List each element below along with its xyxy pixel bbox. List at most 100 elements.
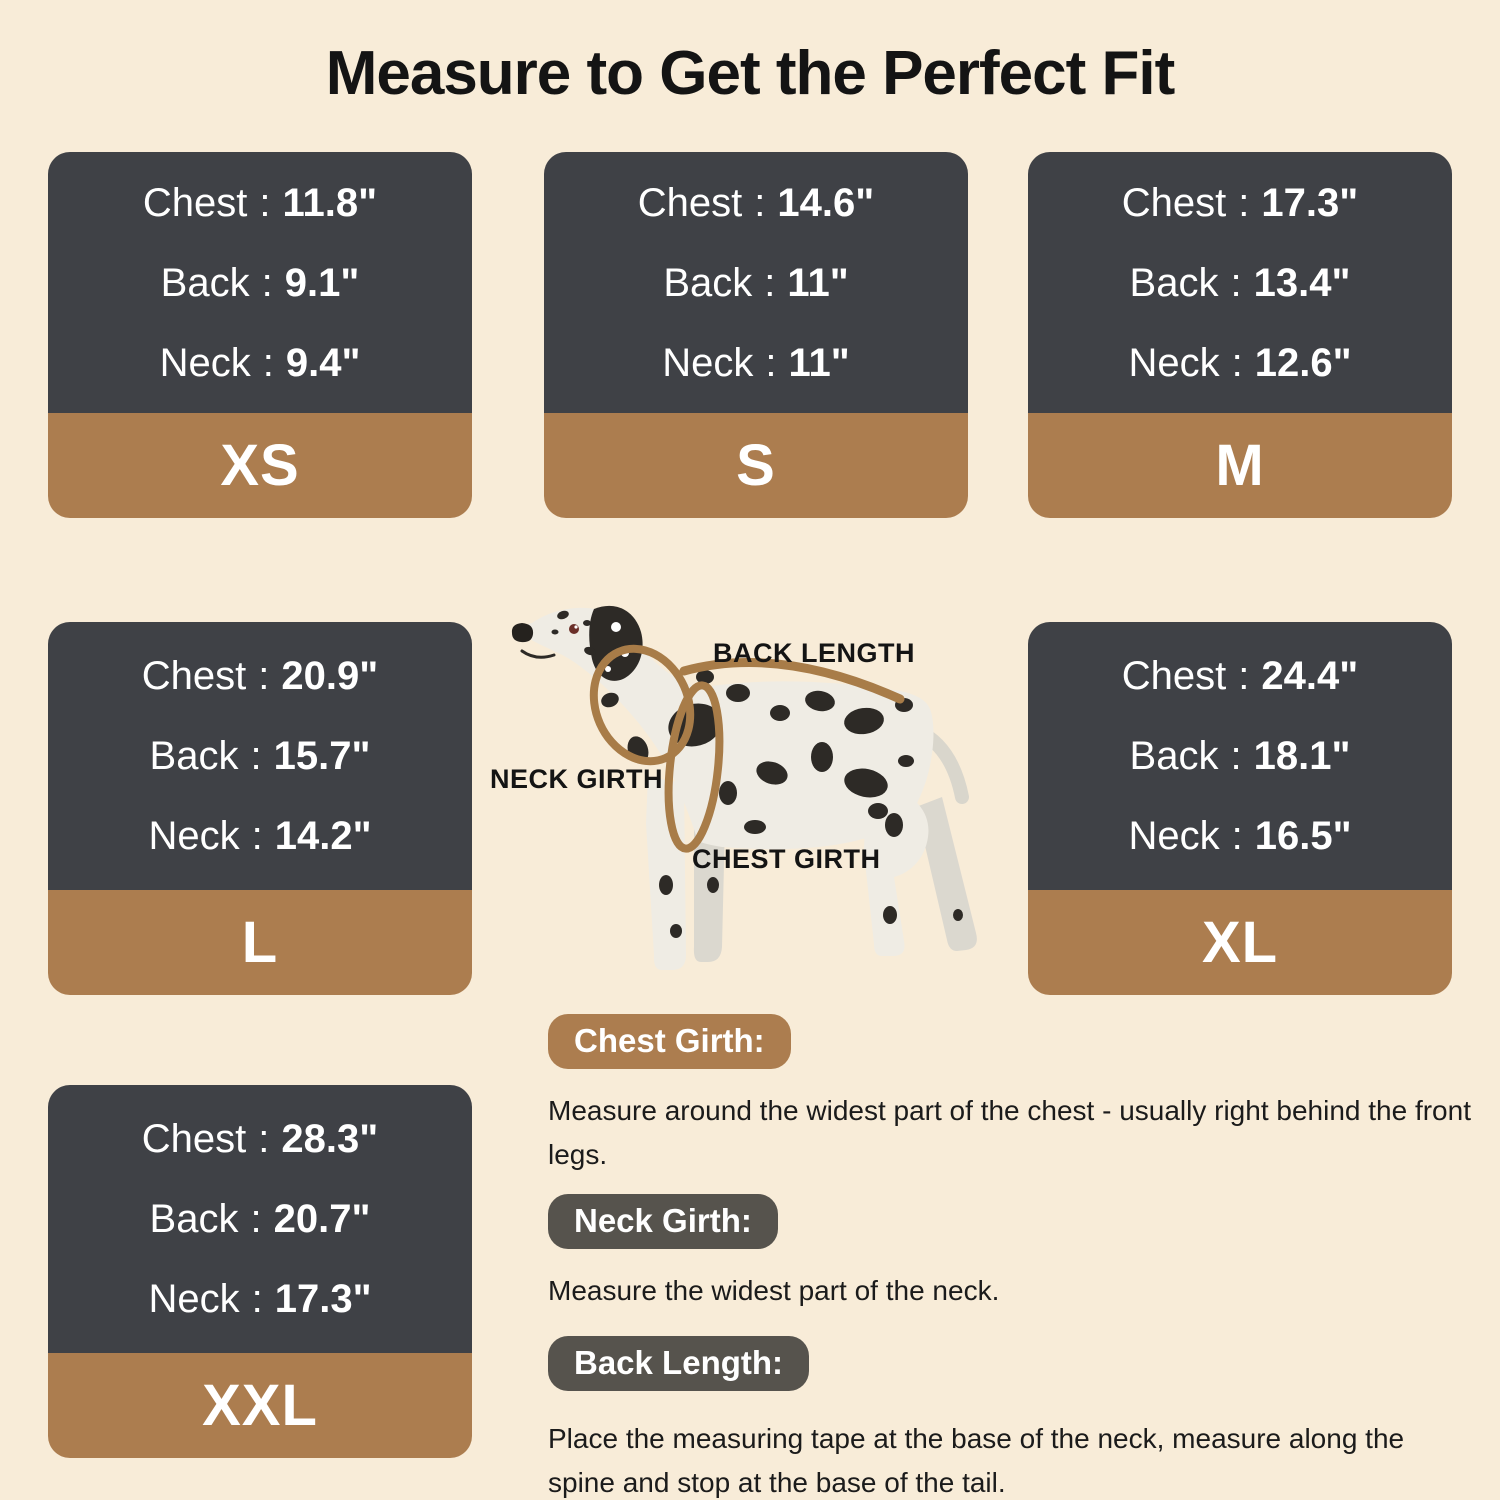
neck-value: 16.5" [1254, 814, 1352, 858]
page-title: Measure to Get the Perfect Fit [325, 39, 1176, 108]
chest-value: 17.3" [1261, 180, 1359, 225]
section-neck-girth: Neck Girth: Measure the widest part of t… [548, 1194, 1478, 1313]
neck-measurement: Neck:16.5" [1028, 816, 1452, 856]
colon: : [250, 734, 262, 778]
neck-measurement: Neck:11" [544, 343, 968, 383]
size-specs: Chest:20.9" Back:15.7" Neck:14.2" [48, 622, 472, 890]
chest-label: Chest [1121, 180, 1227, 225]
size-card-l: Chest:20.9" Back:15.7" Neck:14.2" L [48, 622, 472, 995]
colon: : [765, 340, 777, 385]
chest-label: Chest [142, 180, 248, 225]
neck-value: 14.2" [274, 814, 372, 858]
chest-measurement: Chest:24.4" [1028, 656, 1452, 696]
colon: : [754, 180, 766, 225]
chest-value: 20.9" [281, 654, 379, 698]
measuring-tape [589, 644, 905, 853]
chest-girth-tape [664, 681, 724, 853]
colon: : [261, 260, 273, 305]
neck-label: Neck [662, 340, 754, 385]
back-value: 9.1" [284, 260, 360, 305]
back-measurement: Back:9.1" [48, 263, 472, 303]
dog-far-rear-leg [916, 797, 977, 951]
chest-value: 28.3" [281, 1117, 379, 1161]
back-measurement: Back:11" [544, 263, 968, 303]
dog-near-rear-leg [864, 781, 929, 956]
chest-girth-description: Measure around the widest part of the ch… [548, 1095, 1471, 1171]
neck-measurement: Neck:9.4" [48, 343, 472, 383]
size-card-xxl: Chest:28.3" Back:20.7" Neck:17.3" XXL [48, 1085, 472, 1458]
back-value: 13.4" [1253, 260, 1351, 305]
size-tag-xxl: XXL [48, 1353, 472, 1458]
neck-label: Neck [1128, 814, 1220, 858]
chest-measurement: Chest:28.3" [48, 1119, 472, 1159]
colon: : [262, 340, 274, 385]
dog-eye [569, 624, 579, 634]
size-specs: Chest:17.3" Back:13.4" Neck:12.6" [1028, 152, 1452, 413]
section-chest-girth: Chest Girth: Measure around the widest p… [548, 1014, 1478, 1178]
chest-girth-heading: Chest Girth: [548, 1014, 791, 1070]
colon: : [1230, 734, 1242, 778]
size-tag-s: S [544, 413, 968, 518]
neck-label: Neck [148, 1277, 240, 1321]
colon: : [250, 1197, 262, 1241]
back-label: Back [1129, 260, 1219, 305]
back-length-label: BACK LENGTH [713, 638, 915, 668]
chest-value: 14.6" [777, 180, 875, 225]
chest-label: Chest [637, 180, 743, 225]
chest-measurement: Chest:20.9" [48, 656, 472, 696]
chest-value: 24.4" [1261, 654, 1359, 698]
neck-girth-tape [589, 644, 695, 766]
chest-measurement: Chest:11.8" [48, 183, 472, 223]
size-tag-l: L [48, 890, 472, 995]
neck-measurement: Neck:17.3" [48, 1279, 472, 1319]
colon: : [251, 814, 263, 858]
size-tag-xs: XS [48, 413, 472, 518]
size-specs: Chest:28.3" Back:20.7" Neck:17.3" [48, 1085, 472, 1353]
neck-girth-description: Measure the widest part of the neck. [548, 1275, 1000, 1307]
chest-measurement: Chest:14.6" [544, 183, 968, 223]
back-label: Back [149, 734, 239, 778]
colon: : [259, 180, 271, 225]
neck-label: Neck [159, 340, 251, 385]
colon: : [1231, 814, 1243, 858]
colon: : [251, 1277, 263, 1321]
neck-label: Neck [148, 814, 240, 858]
back-length-heading: Back Length: [548, 1336, 810, 1392]
dog-ear [589, 605, 643, 681]
size-card-m: Chest:17.3" Back:13.4" Neck:12.6" M [1028, 152, 1452, 518]
size-tag-m: M [1028, 413, 1452, 518]
colon: : [1230, 260, 1242, 305]
chest-label: Chest [141, 1117, 247, 1161]
size-specs: Chest:11.8" Back:9.1" Neck:9.4" [48, 152, 472, 413]
neck-girth-heading: Neck Girth: [548, 1194, 778, 1250]
colon: : [1238, 654, 1250, 698]
chest-girth-label: CHEST GIRTH [692, 844, 881, 874]
back-length-description: Place the measuring tape at the base of … [548, 1423, 1405, 1499]
dog-nose [511, 623, 534, 643]
back-label: Back [1129, 734, 1219, 778]
neck-value: 11" [788, 340, 850, 385]
dog-tail [911, 724, 969, 804]
back-measurement: Back:15.7" [48, 736, 472, 776]
colon: : [764, 260, 776, 305]
back-measurement: Back:13.4" [1028, 263, 1452, 303]
back-label: Back [663, 260, 753, 305]
size-specs: Chest:14.6" Back:11" Neck:11" [544, 152, 968, 413]
back-measurement: Back:20.7" [48, 1199, 472, 1239]
section-back-length: Back Length: Place the measuring tape at… [548, 1336, 1478, 1500]
dog-spots [551, 610, 963, 938]
neck-label: Neck [1128, 340, 1220, 385]
colon: : [1238, 180, 1250, 225]
back-measurement: Back:18.1" [1028, 736, 1452, 776]
back-value: 15.7" [273, 734, 371, 778]
back-length-tape [679, 658, 905, 704]
dog-body [522, 607, 934, 850]
back-label: Back [160, 260, 250, 305]
colon: : [258, 654, 270, 698]
dog-far-front-leg [693, 777, 726, 962]
back-value: 20.7" [273, 1197, 371, 1241]
chest-value: 11.8" [282, 180, 378, 225]
back-value: 11" [787, 260, 849, 305]
size-card-s: Chest:14.6" Back:11" Neck:11" S [544, 152, 968, 518]
